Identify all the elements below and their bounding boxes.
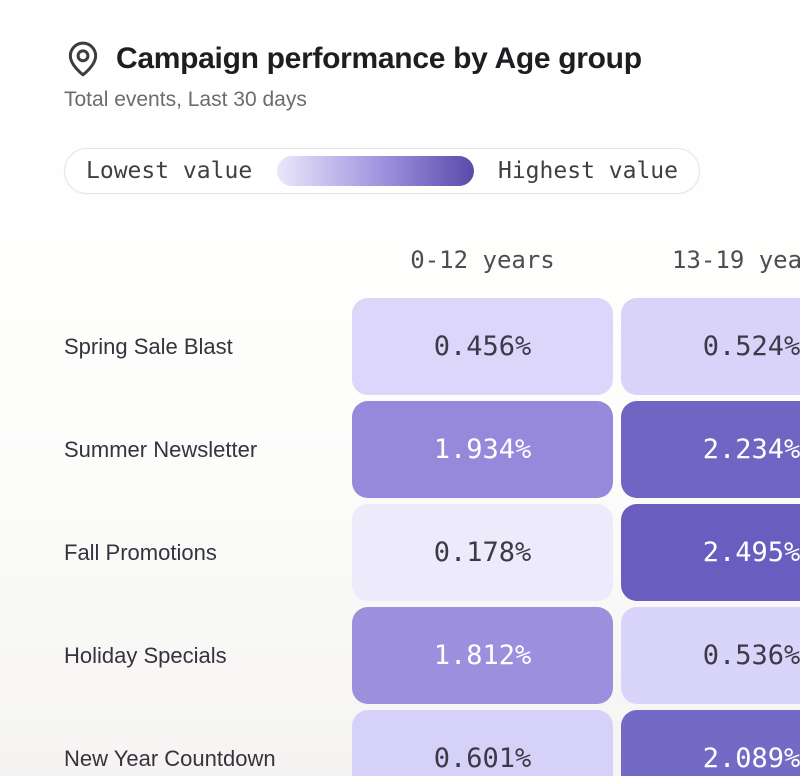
heatmap-cell-r2c1[interactable]: 2.495% [621, 504, 800, 601]
location-pin-icon [68, 41, 98, 77]
heatmap-cell-r0c0[interactable]: 0.456% [352, 298, 613, 395]
column-header-1: 13-19 years [672, 246, 800, 274]
row-label-0: Spring Sale Blast [64, 333, 233, 359]
heatmap-cell-r4c1[interactable]: 2.089% [621, 710, 800, 776]
row-label-2: Fall Promotions [64, 539, 217, 565]
column-header-0: 0-12 years [410, 246, 555, 274]
legend-lowest-label: Lowest value [86, 158, 253, 184]
heatmap-cell-r0c1[interactable]: 0.524% [621, 298, 800, 395]
heatmap-cell-r1c0[interactable]: 1.934% [352, 401, 613, 498]
heatmap-cell-r3c1[interactable]: 0.536% [621, 607, 800, 704]
legend-gradient-bar [276, 156, 474, 186]
heatmap-cell-r3c0[interactable]: 1.812% [352, 607, 613, 704]
heatmap-cell-r1c1[interactable]: 2.234% [621, 401, 800, 498]
row-label-3: Holiday Specials [64, 642, 227, 668]
heatmap-grid: 0-12 years 13-19 years Spring Sale Blast 0.… [64, 246, 800, 776]
row-label-1: Summer Newsletter [64, 436, 258, 462]
heatmap-cell-r4c0[interactable]: 0.601% [352, 710, 613, 776]
color-legend: Lowest value Highest value [64, 148, 700, 194]
page-title: Campaign performance by Age group [116, 42, 642, 75]
subtitle: Total events, Last 30 days [64, 88, 307, 111]
legend-highest-label: Highest value [497, 158, 678, 184]
row-label-4: New Year Countdown [64, 745, 276, 771]
grid-corner-spacer [64, 246, 344, 292]
heatmap-cell-r2c0[interactable]: 0.178% [352, 504, 613, 601]
widget-header: Campaign performance by Age group [64, 38, 800, 80]
